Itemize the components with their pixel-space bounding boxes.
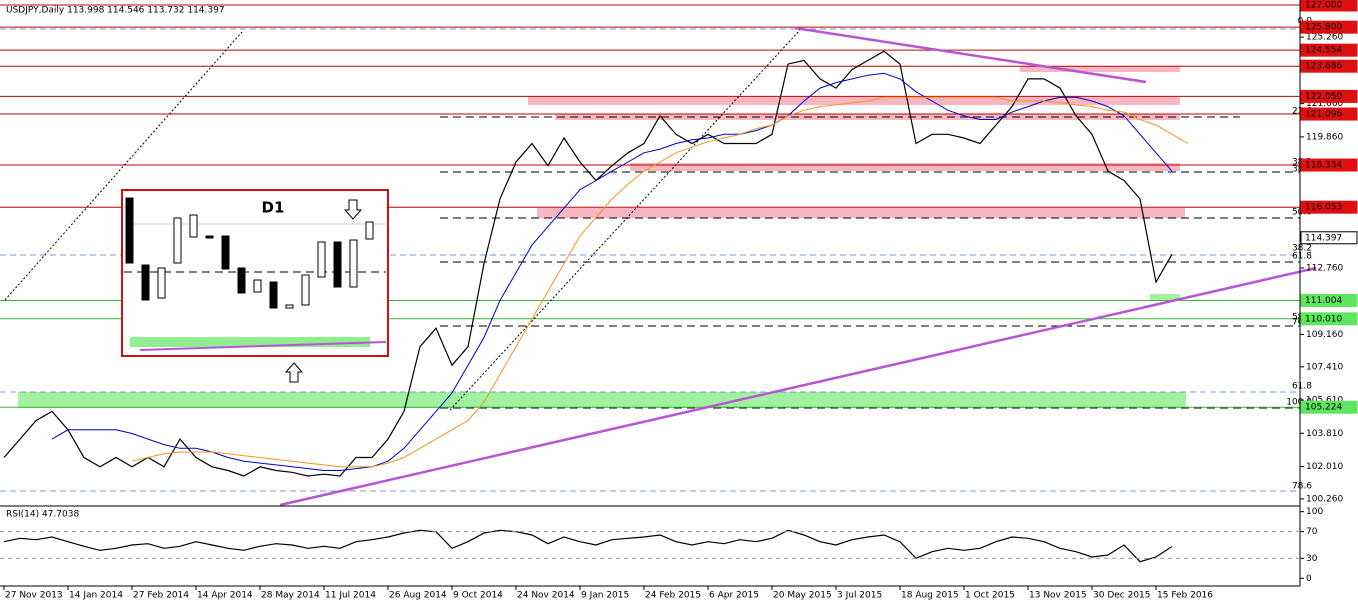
y-tick-label: 0 [1306,574,1312,584]
pink-zone [555,114,1180,120]
y-tick-label: 109.160 [1306,330,1343,340]
x-tick-label: 15 Feb 2016 [1157,591,1213,601]
x-tick-label: 26 Aug 2014 [389,591,447,601]
rsi-title: RSI(14) 47.7038 [6,510,79,520]
y-tick-label: 100 [1306,507,1323,517]
level-box [1300,293,1358,307]
x-tick-label: 20 May 2015 [773,591,832,601]
y-tick-label: 119.860 [1306,132,1343,142]
y-tick-label: 112.760 [1306,264,1343,274]
level-box [1300,89,1358,103]
pink-zone [630,163,1180,171]
x-tick-label: 13 Nov 2015 [1029,591,1087,601]
pink-zone [1020,66,1180,72]
level-box [1300,107,1358,121]
series-line [3,529,1173,563]
level-box [1300,400,1358,414]
y-tick-label: 105.610 [1306,396,1343,406]
green-zone [18,392,1186,408]
level-label: 118.334 [1305,161,1342,171]
level-box [1300,59,1358,73]
y-tick-label: 125.260 [1306,33,1343,43]
y-tick-label: 30 [1306,554,1318,564]
level-label: 114.397 [1305,233,1342,243]
fib-lines [440,116,1300,409]
x-tick-label: 6 Apr 2015 [709,591,759,601]
arrow-up [284,362,304,383]
y-tick-label: 103.810 [1306,429,1343,439]
level-box [1300,231,1358,245]
level-box [1300,312,1358,326]
level-label: 123.686 [1305,62,1342,72]
x-tick-label: 24 Nov 2014 [517,591,575,601]
level-box [1300,200,1358,214]
inset-candles [125,197,374,309]
level-label: 111.004 [1305,296,1342,306]
zones [18,66,1186,408]
pink-zone [537,208,1185,218]
trend-line [794,26,1147,84]
series-line [131,96,1189,468]
level-label: 122.050 [1305,92,1342,102]
x-tick-label: 9 Jan 2015 [581,591,629,601]
inset-zone [130,337,370,347]
inset-frame [121,189,389,357]
level-label: 124.554 [1305,46,1342,56]
y-tick-label: 121.660 [1306,99,1343,109]
series-line [3,50,1173,477]
fib-lines-blue [0,28,1300,492]
fib-label: 78.6 [1292,482,1312,492]
y-tick-label: 100.260 [1306,494,1343,504]
level-label: 116.053 [1305,203,1342,213]
x-tick-label: 28 May 2014 [261,591,320,601]
x-tick-label: 14 Apr 2014 [197,591,253,601]
level-box [1300,43,1358,57]
level-label: 110.010 [1305,314,1342,324]
y-tick-label: 102.010 [1306,462,1343,472]
x-tick-label: 14 Jan 2014 [69,591,123,601]
level-box [1300,158,1358,172]
level-label: 121.096 [1305,110,1342,120]
x-tick-label: 11 Jul 2014 [325,591,376,601]
fib-label: 61.8 [1292,382,1312,392]
fib-label: 38.2 [1292,244,1312,254]
x-tick-label: 1 Oct 2015 [965,591,1015,601]
x-tick-label: 18 Aug 2015 [901,591,959,601]
x-tick-label: 30 Dec 2015 [1093,591,1151,601]
arrow-down [343,199,363,220]
level-label: 125.800 [1305,23,1342,33]
plot [3,50,1189,563]
pink-zone [528,97,1180,105]
chart-title: USDJPY,Daily 113.998 114.546 113.732 114… [6,6,225,16]
y-tick-label: 107.410 [1306,362,1343,372]
x-tick-label: 24 Feb 2015 [645,591,701,601]
fib-label: 100.0 [1286,398,1312,408]
x-tick-label: 3 Jul 2015 [837,591,882,601]
fib-label: 61.8 [1292,252,1312,262]
level-label: 105.224 [1305,403,1342,413]
trend-line [279,266,1317,507]
green-zone [1150,294,1180,300]
level-box [1300,0,1358,12]
x-tick-label: 27 Nov 2013 [5,591,63,601]
series-line [51,72,1173,471]
level-label: 127.000 [1305,0,1342,10]
level-box [1300,20,1358,34]
inset-label: D1 [262,199,285,217]
x-tick-label: 27 Feb 2014 [133,591,189,601]
inset-trend [139,341,387,351]
y-tick-label: 70 [1306,527,1318,537]
inset: D1 [121,189,389,383]
x-tick-label: 9 Oct 2014 [453,591,503,601]
